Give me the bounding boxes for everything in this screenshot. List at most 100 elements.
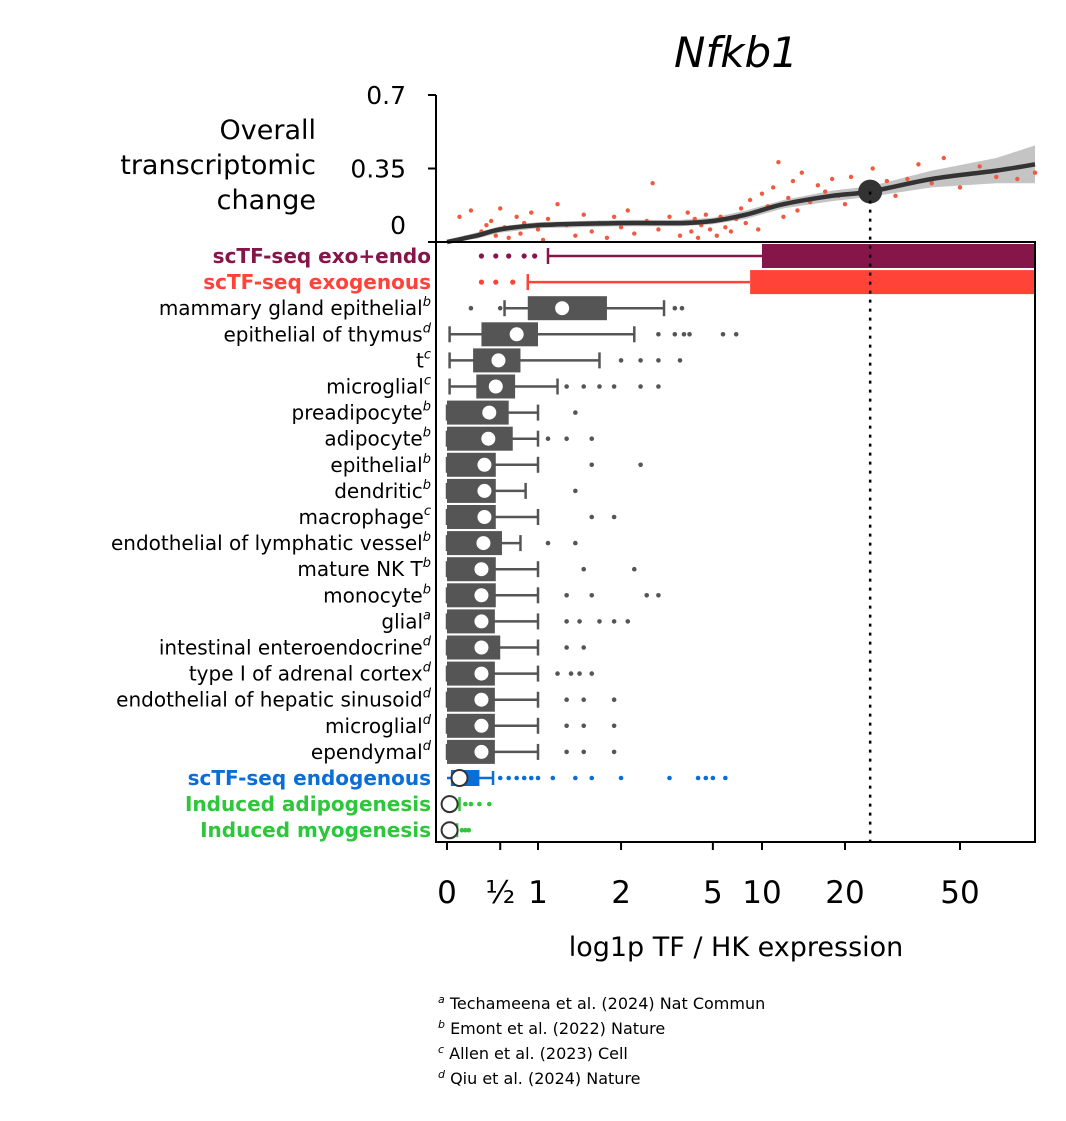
row-outlier <box>528 775 534 781</box>
row-outlier <box>611 723 617 729</box>
row-outlier <box>564 384 569 389</box>
row-outlier <box>677 358 683 363</box>
row-4 <box>448 348 683 373</box>
scatter-point <box>457 214 462 219</box>
reference-item: c Allen et al. (2023) Cell <box>438 1043 628 1063</box>
references-list: a Techameena et al. (2024) Nat Commun b E… <box>438 993 765 1088</box>
scatter-point <box>977 164 982 169</box>
trend-line <box>446 162 1036 245</box>
row-outlier <box>478 253 485 259</box>
row-outlier <box>618 358 624 363</box>
row-outlier <box>564 619 569 624</box>
row-outlier <box>581 566 587 572</box>
reference-item: b Emont et al. (2022) Nature <box>438 1018 665 1038</box>
row-17 <box>445 687 617 712</box>
row-outlier <box>459 827 465 833</box>
row-label: tc <box>416 347 431 372</box>
row-outlier <box>656 384 661 389</box>
x-axis-label: log1p TF / HK expression <box>569 932 904 963</box>
row-outlier <box>672 332 678 337</box>
row-median <box>472 560 491 579</box>
row-2 <box>468 296 685 321</box>
row-outlier <box>644 593 650 598</box>
row-outlier <box>493 253 499 259</box>
row-15 <box>445 635 587 660</box>
row-outlier <box>589 775 595 781</box>
trend-scatter-points <box>457 155 1038 243</box>
row-label: type I of adrenal cortexd <box>189 661 432 686</box>
row-12 <box>445 557 637 582</box>
scatter-point <box>842 202 848 207</box>
row-outlier <box>703 775 709 781</box>
scatter-point <box>493 233 498 238</box>
scatter-point <box>1015 176 1020 182</box>
row-outlier <box>478 279 485 285</box>
scatter-point <box>1032 170 1038 175</box>
row-outlier <box>568 671 574 676</box>
scatter-point <box>786 195 791 201</box>
scatter-point <box>555 202 560 207</box>
row-outlier <box>581 749 587 755</box>
box-rows <box>440 244 1035 840</box>
main-panel-frame <box>435 241 1036 843</box>
row-outlier <box>687 332 692 337</box>
scatter-point <box>747 197 753 203</box>
xtick-label: 1 <box>528 875 548 911</box>
row-label: ependymald <box>311 739 432 764</box>
row-median <box>472 638 491 657</box>
row-outlier <box>506 775 512 781</box>
row-outlier <box>468 305 474 311</box>
row-median <box>475 481 494 500</box>
scatter-point <box>905 176 910 182</box>
row-outlier <box>577 671 582 676</box>
scatter-point <box>692 216 697 222</box>
scatter-point <box>870 166 875 171</box>
row-6 <box>445 400 578 425</box>
row-outlier <box>506 253 512 259</box>
row-median <box>440 795 459 814</box>
scatter-point <box>625 208 630 213</box>
xtick-label: 10 <box>742 875 781 911</box>
row-outlier <box>581 384 587 389</box>
row-21 <box>440 795 492 814</box>
xtick-label: 2 <box>611 875 631 911</box>
row-label: endothelial of hepatic sinusoidd <box>116 687 432 712</box>
scatter-point <box>994 174 999 180</box>
row-outlier <box>521 775 527 781</box>
top-ylabel-line: transcriptomic <box>120 150 316 181</box>
row-1 <box>478 270 1035 295</box>
row-outlier <box>564 436 569 442</box>
row-outlier <box>581 645 587 650</box>
row-median <box>472 690 491 709</box>
row-outlier <box>589 462 595 468</box>
row-outlier <box>611 384 617 389</box>
row-outlier <box>638 462 643 468</box>
row-label: gliala <box>381 608 431 633</box>
row-7 <box>445 426 595 451</box>
ytick-label: 0.7 <box>366 81 406 110</box>
row-outlier <box>564 749 569 755</box>
row-outlier <box>589 593 595 598</box>
row-3 <box>448 322 739 347</box>
scatter-point <box>468 208 474 213</box>
row-label: microglialc <box>326 374 431 399</box>
scatter-point <box>829 176 835 182</box>
trend-panel: Overall transcriptomic change 0 0.35 0.7 <box>120 81 1038 245</box>
row-box <box>447 400 509 425</box>
row-outlier <box>733 332 739 337</box>
ytick-label: 0.35 <box>350 155 406 184</box>
scatter-point <box>916 162 921 167</box>
row-22 <box>440 821 472 840</box>
scatter-point <box>941 155 946 161</box>
row-outlier <box>573 775 578 781</box>
row-0 <box>478 244 1035 268</box>
row-median <box>450 769 469 787</box>
row-outlier <box>532 253 538 259</box>
row-outlier <box>564 593 569 598</box>
row-outlier <box>463 801 468 807</box>
row-outlier <box>581 723 587 729</box>
row-18 <box>445 713 617 738</box>
scatter-point <box>957 185 963 190</box>
